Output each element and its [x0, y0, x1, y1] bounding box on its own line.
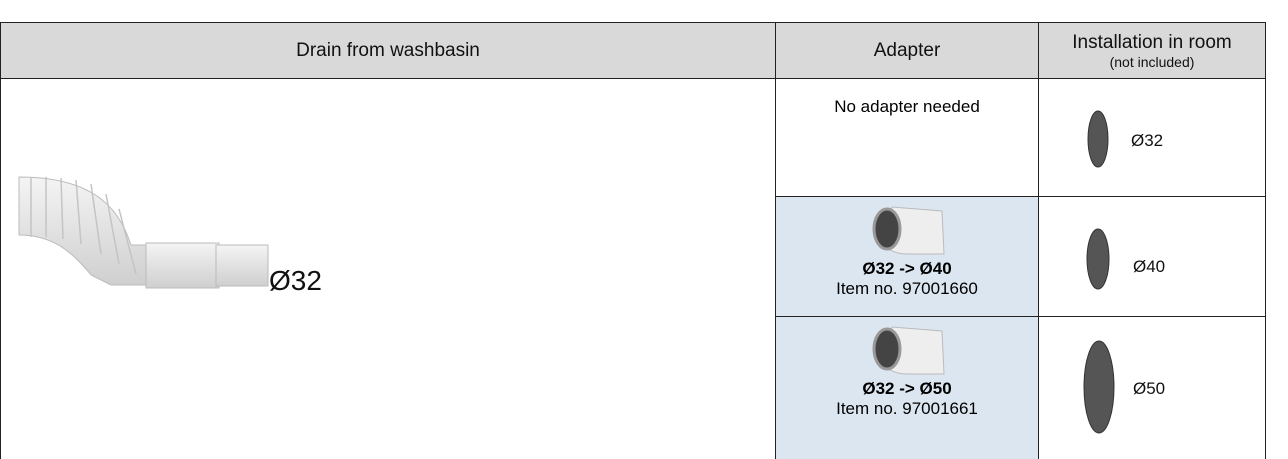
adapter-title: Ø32 -> Ø40: [862, 259, 952, 278]
seal-image: [1087, 110, 1109, 168]
install-cell: Ø40: [1038, 196, 1266, 317]
adapter-image: [872, 206, 945, 255]
install-label: Ø40: [1133, 257, 1166, 276]
header-text: Installation in room: [1072, 31, 1232, 53]
drain-cell: Ø32: [0, 78, 776, 459]
adapter-image: [872, 326, 945, 375]
adapter-item: Item no. 97001660: [836, 279, 978, 298]
header-text: Adapter: [873, 39, 941, 61]
adapter-cell: Ø32 -> Ø50 Item no. 97001661: [775, 316, 1039, 459]
header-cell: Adapter: [775, 22, 1039, 79]
header-cell: Drain from washbasin: [0, 22, 776, 79]
drain-label: Ø32: [269, 265, 322, 296]
seal-image: [1083, 340, 1115, 434]
adapter-item: Item no. 97001661: [836, 399, 978, 418]
adapter-cell: No adapter needed: [775, 78, 1039, 197]
install-label: Ø32: [1131, 131, 1164, 150]
install-cell: Ø50: [1038, 316, 1266, 459]
drain-image: [18, 176, 269, 289]
header-text: Drain from washbasin: [296, 39, 480, 61]
seal-image: [1086, 228, 1110, 290]
adapter-title: Ø32 -> Ø50: [862, 379, 952, 398]
adapter-cell: Ø32 -> Ø40 Item no. 97001660: [775, 196, 1039, 317]
header-note: (not included): [1109, 53, 1195, 70]
header-cell: Installation in room (not included): [1038, 22, 1266, 79]
install-label: Ø50: [1133, 379, 1166, 398]
adapter-text: No adapter needed: [834, 97, 980, 116]
install-cell: Ø32: [1038, 78, 1266, 197]
